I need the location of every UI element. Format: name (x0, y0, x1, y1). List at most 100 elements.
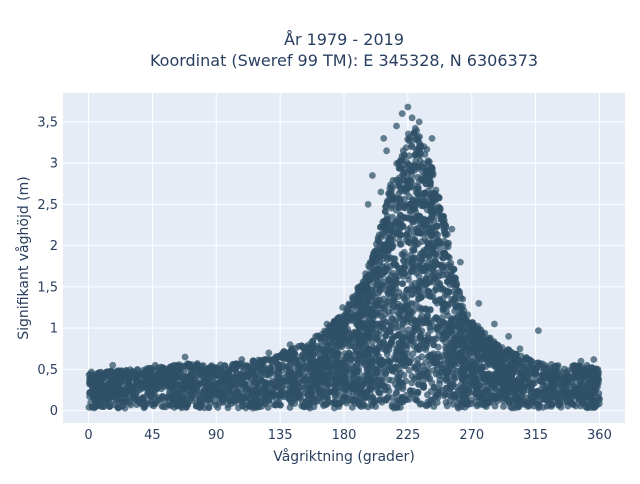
data-point (494, 363, 501, 370)
data-point (437, 262, 444, 269)
data-point (459, 386, 466, 393)
data-point (432, 190, 439, 197)
data-point (411, 364, 418, 371)
data-point (355, 311, 362, 318)
data-point (355, 318, 362, 325)
data-point (130, 395, 137, 402)
data-point (541, 396, 548, 403)
data-point (324, 343, 331, 350)
data-point (422, 190, 429, 197)
data-point (434, 223, 441, 230)
data-point (416, 374, 423, 381)
data-point (346, 350, 353, 357)
data-point (286, 356, 293, 363)
data-point (418, 176, 425, 183)
data-point (409, 300, 416, 307)
data-point (521, 384, 528, 391)
data-point (457, 325, 464, 332)
data-point (276, 392, 283, 399)
data-point (393, 276, 400, 283)
data-point (296, 379, 303, 386)
data-point (206, 397, 213, 404)
data-point (355, 399, 362, 406)
data-point (573, 390, 580, 397)
data-point (396, 238, 403, 245)
data-point (552, 363, 559, 370)
data-point (379, 282, 386, 289)
data-point (458, 403, 465, 410)
data-point (108, 387, 115, 394)
data-point (404, 136, 411, 143)
data-point (148, 398, 155, 405)
data-point (323, 401, 330, 408)
data-point (284, 363, 291, 370)
data-point (401, 249, 408, 256)
data-point (306, 345, 313, 352)
data-point (381, 218, 388, 225)
data-point (226, 368, 233, 375)
data-point (122, 405, 129, 412)
data-point (106, 403, 113, 410)
data-point (235, 374, 242, 381)
data-point (244, 363, 251, 370)
data-point (506, 400, 513, 407)
data-point (382, 370, 389, 377)
data-point (233, 365, 240, 372)
data-point (369, 364, 376, 371)
data-point (428, 214, 435, 221)
data-point (520, 377, 527, 384)
data-point (361, 324, 368, 331)
data-point (386, 227, 393, 234)
data-point (400, 353, 407, 360)
data-point (478, 329, 485, 336)
data-point (420, 202, 427, 209)
data-point (457, 303, 464, 310)
data-point (129, 371, 136, 378)
data-point (213, 402, 220, 409)
data-point (427, 181, 434, 188)
data-point (108, 381, 115, 388)
data-point (355, 291, 362, 298)
data-point (409, 167, 416, 174)
data-point (401, 205, 408, 212)
data-point (366, 346, 373, 353)
data-point (466, 350, 473, 357)
data-point (422, 346, 429, 353)
data-point (377, 224, 384, 231)
data-point (389, 270, 396, 277)
data-point (225, 405, 232, 412)
data-point (313, 382, 320, 389)
data-point (395, 230, 402, 237)
data-point (450, 391, 457, 398)
data-point (388, 183, 395, 190)
data-point (353, 302, 360, 309)
data-point (449, 323, 456, 330)
data-point (417, 158, 424, 165)
data-point (396, 269, 403, 276)
data-point (394, 304, 401, 311)
data-point (410, 350, 417, 357)
data-point (399, 380, 406, 387)
data-point (321, 351, 328, 358)
data-point (288, 369, 295, 376)
data-point (224, 385, 231, 392)
data-point (517, 396, 524, 403)
data-point (415, 356, 422, 363)
data-point (409, 373, 416, 380)
data-point (190, 379, 197, 386)
data-point (400, 223, 407, 230)
data-point (405, 277, 412, 284)
data-point (428, 232, 435, 239)
data-point (422, 305, 429, 312)
data-point (412, 396, 419, 403)
data-point (433, 335, 440, 342)
data-point (399, 321, 406, 328)
data-point (426, 253, 433, 260)
data-point (275, 376, 282, 383)
data-point (279, 384, 286, 391)
data-point (411, 152, 418, 159)
data-point (461, 356, 468, 363)
data-point (444, 403, 451, 410)
